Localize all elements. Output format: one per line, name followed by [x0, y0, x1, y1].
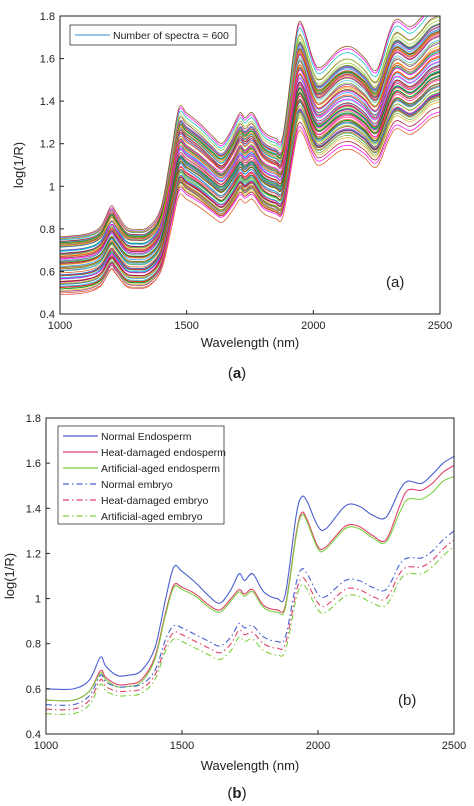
panel-tag-b: (b): [398, 692, 416, 709]
spectrum-line: [60, 86, 440, 279]
spectrum-line: [60, 40, 440, 261]
spectrum-line: [60, 26, 440, 238]
x-tick-label: 2000: [306, 740, 330, 752]
spectra-lines-a: [60, 16, 440, 296]
spectrum-line: [60, 84, 440, 277]
legend-label-b: Normal embryo: [101, 479, 173, 491]
xlabel-b: Wavelength (nm): [201, 758, 300, 773]
spectrum-line: [60, 77, 440, 268]
spectrum-line: [60, 101, 440, 291]
legend-box-a: [69, 24, 237, 46]
x-tick-label: 1000: [34, 740, 58, 752]
y-tick-label: 1.8: [40, 11, 55, 23]
y-tick-label: 1: [35, 594, 41, 606]
spectrum-line: [60, 70, 440, 270]
panel-tag-a: (a): [386, 274, 404, 291]
spectrum-line: [60, 30, 440, 244]
spectrum-line: [60, 96, 440, 285]
spectra-panel-b: 1000 1500 2000 2500 0.4 0.6 0.8 1 1.2 1.4 1.6 1.8 W…: [2, 413, 466, 773]
y-tick-label: 0.8: [40, 224, 55, 236]
series-line-artificial-aged-endosperm: [46, 476, 454, 702]
legend-a: Number of spectra = 600: [69, 24, 237, 46]
caption-b-open: (: [227, 785, 232, 802]
spectrum-line: [60, 93, 440, 282]
series-line-normal-endosperm: [46, 455, 454, 691]
spectrum-line: [60, 71, 440, 263]
y-tick-label: 1.6: [40, 54, 55, 66]
svg-text:(b): (b): [227, 785, 246, 802]
spectrum-line: [60, 60, 440, 260]
spectrum-line: [60, 82, 440, 274]
spectrum-line: [60, 16, 440, 240]
spectrum-line: [60, 98, 440, 290]
axis-ticks-a: 1000 1500 2000 2500 0.4 0.6 0.8 1 1.2 1.4 1.6 1.8: [40, 11, 453, 332]
y-tick-label: 1.2: [26, 548, 41, 560]
legend-b: Normal Endosperm Heat-damaged endosperm Ar…: [57, 425, 226, 525]
plot-frame-b: [45, 417, 455, 735]
caption-a-close: ): [241, 365, 246, 382]
x-tick-label: 2500: [442, 740, 466, 752]
spectrum-line: [60, 45, 440, 266]
y-tick-label: 1.8: [26, 413, 41, 425]
series-line-normal-embryo: [46, 530, 454, 706]
spectrum-line: [60, 51, 440, 267]
caption-b-letter: b: [232, 785, 241, 802]
spectrum-line: [60, 16, 429, 241]
y-tick-label: 0.4: [26, 729, 41, 741]
ylabel-a: log(1/R): [11, 142, 26, 188]
legend-label-b: Artificial-aged embryo: [101, 511, 203, 523]
spectrum-line: [60, 79, 440, 276]
plot-frame-a: [59, 15, 441, 315]
x-tick-label: 2500: [428, 320, 452, 332]
spectrum-line: [60, 85, 440, 284]
spectra-panel-a: 1000 1500 2000 2500 0.4 0.6 0.8 1 1.2 1.4 1.6 1.8 W…: [11, 11, 453, 350]
y-tick-label: 1.4: [26, 503, 41, 515]
y-tick-label: 0.6: [40, 266, 55, 278]
y-tick-label: 1: [49, 181, 55, 193]
legend-label-b: Artificial-aged endosperm: [101, 463, 220, 475]
series-line-artificial-aged-embryo: [46, 546, 454, 715]
series-line-heat-damaged-endosperm: [46, 464, 454, 702]
x-tick-label: 2000: [301, 320, 325, 332]
spectrum-line: [60, 64, 440, 264]
spectrum-line: [60, 61, 440, 261]
spectrum-line: [60, 106, 440, 289]
spectrum-line: [60, 114, 440, 294]
y-tick-label: 0.8: [26, 639, 41, 651]
series-line-heat-damaged-embryo: [46, 539, 454, 711]
y-tick-label: 1.6: [26, 458, 41, 470]
y-tick-label: 0.4: [40, 309, 55, 321]
svg-text:(a): (a): [228, 365, 246, 382]
caption-a-open: (: [228, 365, 233, 382]
x-tick-label: 1000: [48, 320, 72, 332]
caption-a-letter: a: [233, 365, 242, 382]
y-tick-label: 1.4: [40, 96, 55, 108]
ylabel-b: log(1/R): [2, 553, 17, 599]
spectrum-line: [60, 30, 440, 240]
y-tick-label: 0.6: [26, 684, 41, 696]
xlabel-a: Wavelength (nm): [201, 335, 300, 350]
legend-box-b: [57, 425, 225, 525]
caption-a: (a): [228, 365, 246, 382]
legend-label-b: Heat-damaged endosperm: [101, 447, 226, 459]
caption-b-close: ): [242, 785, 247, 802]
series-lines-b: [46, 455, 454, 715]
spectrum-line: [60, 16, 440, 246]
x-tick-label: 1500: [170, 740, 194, 752]
legend-label-b: Heat-damaged embryo: [101, 495, 209, 507]
axis-ticks-b: 1000 1500 2000 2500 0.4 0.6 0.8 1 1.2 1.4 1.6 1.8: [26, 413, 467, 752]
spectrum-line: [60, 32, 440, 247]
legend-label-b: Normal Endosperm: [101, 431, 192, 443]
spectrum-line: [60, 32, 440, 254]
legend-label-a: Number of spectra = 600: [113, 30, 229, 42]
x-tick-label: 1500: [174, 320, 198, 332]
caption-b: (b): [227, 785, 246, 802]
y-tick-label: 1.2: [40, 139, 55, 151]
spectrum-line: [60, 48, 440, 248]
spectrum-line: [60, 16, 423, 238]
